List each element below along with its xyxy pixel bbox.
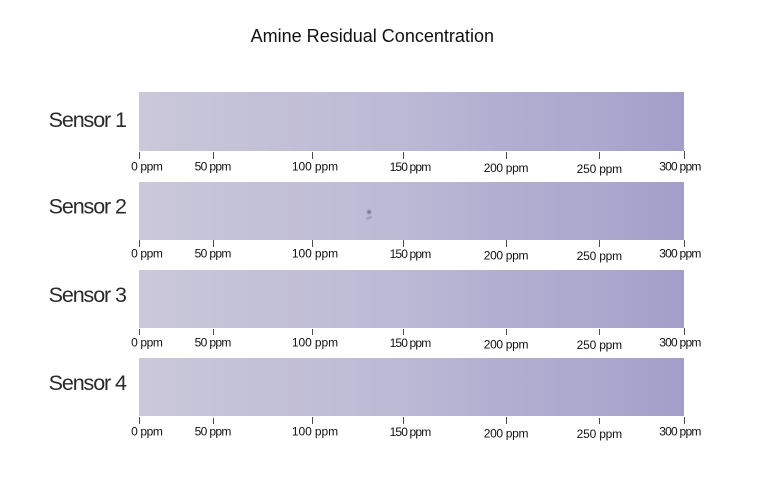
svg-text:200 ppm: 200 ppm — [484, 248, 529, 262]
svg-text:250 ppm: 250 ppm — [577, 249, 623, 263]
svg-text:150 ppm: 150 ppm — [390, 425, 432, 439]
svg-text:0 ppm: 0 ppm — [131, 246, 163, 260]
svg-text:Sensor 3: Sensor 3 — [49, 283, 127, 307]
svg-text:150 ppm: 150 ppm — [390, 160, 432, 174]
svg-text:0 ppm: 0 ppm — [131, 425, 163, 439]
svg-text:50 ppm: 50 ppm — [195, 159, 232, 173]
svg-text:Amine Residual Concentration: Amine Residual Concentration — [251, 26, 494, 46]
svg-text:50 ppm: 50 ppm — [195, 335, 232, 349]
svg-text:50 ppm: 50 ppm — [195, 425, 232, 439]
svg-text:200 ppm: 200 ppm — [484, 161, 529, 175]
svg-text:Sensor 2: Sensor 2 — [49, 194, 126, 218]
svg-text:300 ppm: 300 ppm — [659, 335, 701, 349]
svg-text:50 ppm: 50 ppm — [195, 246, 232, 260]
svg-text:Sensor 4: Sensor 4 — [49, 371, 127, 395]
svg-text:150 ppm: 150 ppm — [390, 336, 432, 350]
svg-text:300 ppm: 300 ppm — [659, 425, 701, 439]
svg-text:200 ppm: 200 ppm — [484, 337, 529, 351]
svg-text:150 ppm: 150 ppm — [390, 247, 432, 261]
svg-text:0 ppm: 0 ppm — [131, 159, 163, 173]
svg-text:300 ppm: 300 ppm — [659, 246, 701, 260]
svg-text:100 ppm: 100 ppm — [292, 246, 338, 260]
svg-text:100 ppm: 100 ppm — [292, 159, 338, 173]
svg-text:250 ppm: 250 ppm — [577, 427, 623, 441]
svg-text:0 ppm: 0 ppm — [131, 335, 163, 349]
svg-text:Sensor 1: Sensor 1 — [49, 108, 126, 132]
svg-text:200 ppm: 200 ppm — [484, 427, 529, 441]
svg-text:250 ppm: 250 ppm — [577, 338, 623, 352]
svg-text:100 ppm: 100 ppm — [292, 335, 338, 349]
svg-text:300 ppm: 300 ppm — [659, 159, 701, 173]
svg-text:250 ppm: 250 ppm — [577, 162, 623, 176]
svg-text:100 ppm: 100 ppm — [292, 425, 338, 439]
